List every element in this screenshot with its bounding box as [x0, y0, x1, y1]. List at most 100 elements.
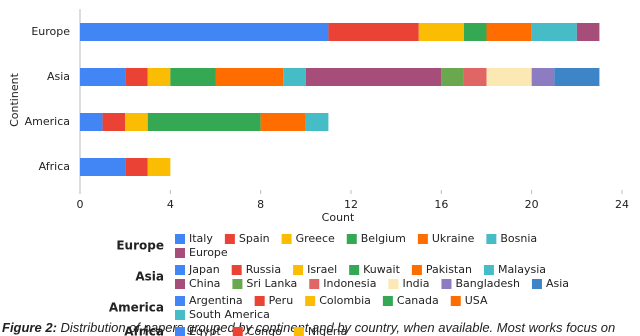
- legend-swatch: [441, 279, 452, 289]
- legend-label: Ukraine: [432, 232, 475, 245]
- legend-label: Pakistan: [426, 263, 472, 276]
- x-tick-label: 12: [344, 198, 358, 211]
- bar-segment: [418, 23, 464, 41]
- legend-label: Peru: [269, 294, 294, 307]
- legend-label: Europe: [189, 246, 228, 259]
- x-tick-label: 20: [525, 198, 539, 211]
- legend-label: Indonesia: [323, 277, 376, 290]
- bar-segment: [170, 68, 216, 86]
- bar-segment: [215, 68, 284, 86]
- legend-label: Sri Lanka: [246, 277, 297, 290]
- legend-label: Asia: [546, 277, 569, 290]
- bar-segment: [531, 23, 577, 41]
- legend-label: Egypt: [189, 325, 221, 336]
- bar-segment: [283, 68, 306, 86]
- legend-swatch: [349, 265, 360, 275]
- legend-label: Colombia: [319, 294, 371, 307]
- x-tick-label: 8: [257, 198, 264, 211]
- x-axis-label: Count: [322, 211, 355, 224]
- bar-segment: [80, 23, 329, 41]
- legend-swatch: [175, 265, 185, 275]
- legend-swatch: [232, 279, 243, 289]
- legend-swatch: [450, 296, 461, 306]
- bar-segment: [147, 68, 171, 86]
- legend-swatch: [309, 279, 320, 289]
- legend-group-label: Europe: [116, 239, 164, 253]
- legend-label: India: [402, 277, 429, 290]
- legend-swatch: [232, 327, 243, 336]
- bar-segment: [125, 158, 148, 176]
- legend-label: Bangladesh: [455, 277, 520, 290]
- bar-segment: [147, 158, 171, 176]
- bar-segment: [305, 68, 442, 86]
- legend-label: Congo: [247, 325, 282, 336]
- bar-segment: [554, 68, 600, 86]
- legend-label: Italy: [189, 232, 213, 245]
- bar-segment: [80, 113, 103, 131]
- legend-label: Malaysia: [498, 263, 546, 276]
- y-tick-label: Europe: [31, 25, 70, 38]
- legend-swatch: [224, 234, 235, 244]
- bar-segment: [328, 23, 419, 41]
- legend-label: Argentina: [189, 294, 243, 307]
- bar-segment: [576, 23, 600, 41]
- caption-text: Distribution of papers grouped by contin…: [61, 320, 616, 335]
- bar-segment: [486, 23, 532, 41]
- x-tick-label: 16: [434, 198, 448, 211]
- legend-label: Belgium: [361, 232, 406, 245]
- legend-swatch: [531, 279, 542, 289]
- y-tick-label: America: [25, 115, 70, 128]
- legend-swatch: [486, 234, 497, 244]
- legend-swatch: [175, 248, 185, 258]
- legend-label: Kuwait: [363, 263, 400, 276]
- y-axis-label: Continent: [8, 72, 21, 126]
- legend-swatch: [175, 234, 185, 244]
- x-tick-label: 0: [77, 198, 84, 211]
- legend-group-label: America: [109, 301, 164, 315]
- bar-segment: [102, 113, 126, 131]
- caption-label: Figure 2:: [2, 320, 57, 335]
- legend-swatch: [254, 296, 265, 306]
- bar-segment: [486, 68, 532, 86]
- legend-swatch: [281, 234, 292, 244]
- bar-segment: [531, 68, 555, 86]
- legend-label: Russia: [246, 263, 281, 276]
- legend-swatch: [231, 265, 242, 275]
- legend-swatch: [305, 296, 316, 306]
- legend-label: USA: [465, 294, 488, 307]
- legend-label: South America: [189, 308, 270, 321]
- legend-swatch: [382, 296, 393, 306]
- bar-segment: [125, 68, 148, 86]
- bar-segment: [441, 68, 464, 86]
- legend-label: Bosnia: [500, 232, 537, 245]
- legend-swatch: [411, 265, 422, 275]
- caption: Figure 2: Distribution of papers grouped…: [2, 320, 615, 335]
- legend-label: Nigeria: [308, 325, 347, 336]
- legend-swatch: [346, 234, 357, 244]
- legend-swatch: [483, 265, 494, 275]
- x-tick-label: 4: [167, 198, 174, 211]
- legend-swatch: [175, 279, 185, 289]
- bar-segment: [463, 68, 487, 86]
- bar-segment: [80, 158, 126, 176]
- legend-swatch: [175, 310, 185, 320]
- legend-swatch: [293, 265, 304, 275]
- legend-label: Spain: [239, 232, 270, 245]
- bar-segment: [463, 23, 487, 41]
- legend-label: Japan: [188, 263, 220, 276]
- y-tick-label: Asia: [47, 70, 70, 83]
- legend-swatch: [293, 327, 304, 336]
- bar-segment: [260, 113, 306, 131]
- bar-segment: [125, 113, 148, 131]
- bar-segment: [305, 113, 329, 131]
- legend-label: Greece: [296, 232, 335, 245]
- legend-swatch: [388, 279, 399, 289]
- legend-label: Canada: [397, 294, 439, 307]
- x-tick-label: 24: [615, 198, 629, 211]
- legend-group-label: Asia: [135, 270, 164, 284]
- legend-label: China: [189, 277, 220, 290]
- y-tick-label: Africa: [39, 160, 70, 173]
- bar-segment: [80, 68, 126, 86]
